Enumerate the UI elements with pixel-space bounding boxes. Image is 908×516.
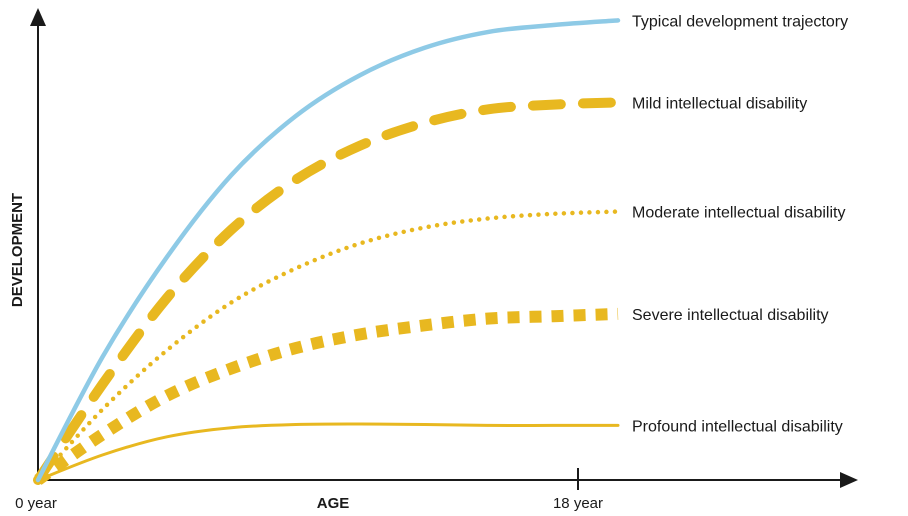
series-label-5: Profound intellectual disability bbox=[632, 418, 843, 435]
y-axis-arrow-icon bbox=[30, 8, 46, 26]
series-label-1: Typical development trajectory bbox=[632, 13, 848, 30]
series-line-5 bbox=[36, 422, 620, 482]
series-label-3: Moderate intellectual disability bbox=[632, 205, 845, 222]
series-line-3 bbox=[35, 209, 621, 483]
series-line-2 bbox=[33, 97, 623, 485]
series-label-4: Severe intellectual disability bbox=[632, 307, 829, 324]
x-axis-arrow-icon bbox=[840, 472, 858, 488]
legend-labels: Typical development trajectory Mild intel… bbox=[632, 13, 848, 435]
x-tick-label-0: 0 year bbox=[15, 495, 57, 512]
series-line-1 bbox=[35, 18, 621, 483]
x-axis-label: AGE bbox=[317, 495, 350, 512]
x-tick-label-18: 18 year bbox=[553, 495, 603, 512]
series-label-2: Mild intellectual disability bbox=[632, 95, 807, 112]
axes bbox=[30, 8, 858, 490]
y-axis-label: DEVELOPMENT bbox=[9, 193, 26, 307]
series-layer bbox=[33, 18, 623, 485]
series-line-4 bbox=[34, 307, 619, 485]
